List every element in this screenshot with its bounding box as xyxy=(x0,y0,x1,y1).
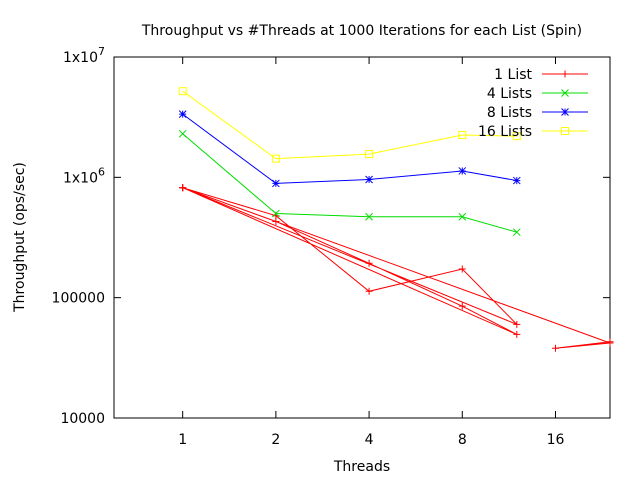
data-point-cross xyxy=(458,212,467,221)
plot-area xyxy=(178,87,614,352)
series-line xyxy=(182,133,517,233)
legend-label: 4 Lists xyxy=(487,86,532,102)
data-point-cross xyxy=(272,209,280,218)
legend-label: 8 Lists xyxy=(487,105,532,121)
data-point-square xyxy=(458,130,467,139)
plot-frame xyxy=(113,56,611,419)
series-line xyxy=(182,90,517,160)
series-8-lists xyxy=(178,110,521,188)
legend-entry: 1 List xyxy=(494,67,588,83)
series-1-list xyxy=(179,184,614,352)
data-point-plus xyxy=(365,259,373,267)
data-point-star xyxy=(365,175,373,184)
series-line xyxy=(182,113,517,184)
data-point-plus xyxy=(561,70,569,78)
data-point-square xyxy=(512,132,521,141)
x-tick-label: 4 xyxy=(365,432,374,448)
data-point-star xyxy=(178,110,187,119)
data-point-plus xyxy=(458,265,466,273)
data-point-cross xyxy=(561,89,569,97)
data-point-plus xyxy=(458,302,466,310)
x-tick-label: 1 xyxy=(178,432,187,448)
y-tick-label: 100000 xyxy=(52,291,105,307)
data-point-square xyxy=(178,87,187,96)
legend-label: 16 Lists xyxy=(478,124,532,140)
data-point-plus xyxy=(513,330,521,338)
x-tick-label: 8 xyxy=(458,432,467,448)
series-16-lists xyxy=(178,87,521,163)
legend-label: 1 List xyxy=(494,67,532,83)
x-axis: 1 2 4 8 16 xyxy=(178,57,564,448)
chart-title: Throughput vs #Threads at 1000 Iteration… xyxy=(141,23,582,39)
y-axis-label: Throughput (ops/sec) xyxy=(12,162,28,313)
data-point-plus xyxy=(272,217,280,225)
data-point-star xyxy=(561,108,569,116)
data-point-star xyxy=(458,167,467,175)
data-point-cross xyxy=(178,129,187,138)
data-point-plus xyxy=(365,287,373,295)
data-point-plus xyxy=(513,320,521,328)
data-point-square xyxy=(365,150,374,159)
data-point-square xyxy=(561,127,569,135)
data-point-cross xyxy=(512,228,521,237)
legend-entry: 8 Lists xyxy=(487,105,588,121)
series-line xyxy=(182,187,611,349)
y-tick-label: 1x106 xyxy=(63,165,105,186)
y-tick-label: 10000 xyxy=(60,411,105,427)
x-axis-label: Threads xyxy=(333,459,390,475)
data-point-plus xyxy=(179,184,187,192)
x-tick-label: 16 xyxy=(547,432,565,448)
data-point-plus xyxy=(606,338,614,346)
x-tick-label: 2 xyxy=(271,432,280,448)
y-tick-label: 1x107 xyxy=(63,45,105,66)
legend-entry: 4 Lists xyxy=(487,86,588,102)
data-point-cross xyxy=(365,212,373,221)
data-point-plus xyxy=(551,344,559,352)
legend-entry: 16 Lists xyxy=(478,124,588,140)
series-4-lists xyxy=(178,129,521,237)
y-axis: 10000 100000 1x106 1x107 xyxy=(52,45,610,427)
legend: 1 List 4 Lists 8 Lists 16 Lists xyxy=(478,67,588,140)
data-point-square xyxy=(271,154,280,163)
data-point-star xyxy=(272,179,280,188)
data-point-star xyxy=(512,176,521,185)
